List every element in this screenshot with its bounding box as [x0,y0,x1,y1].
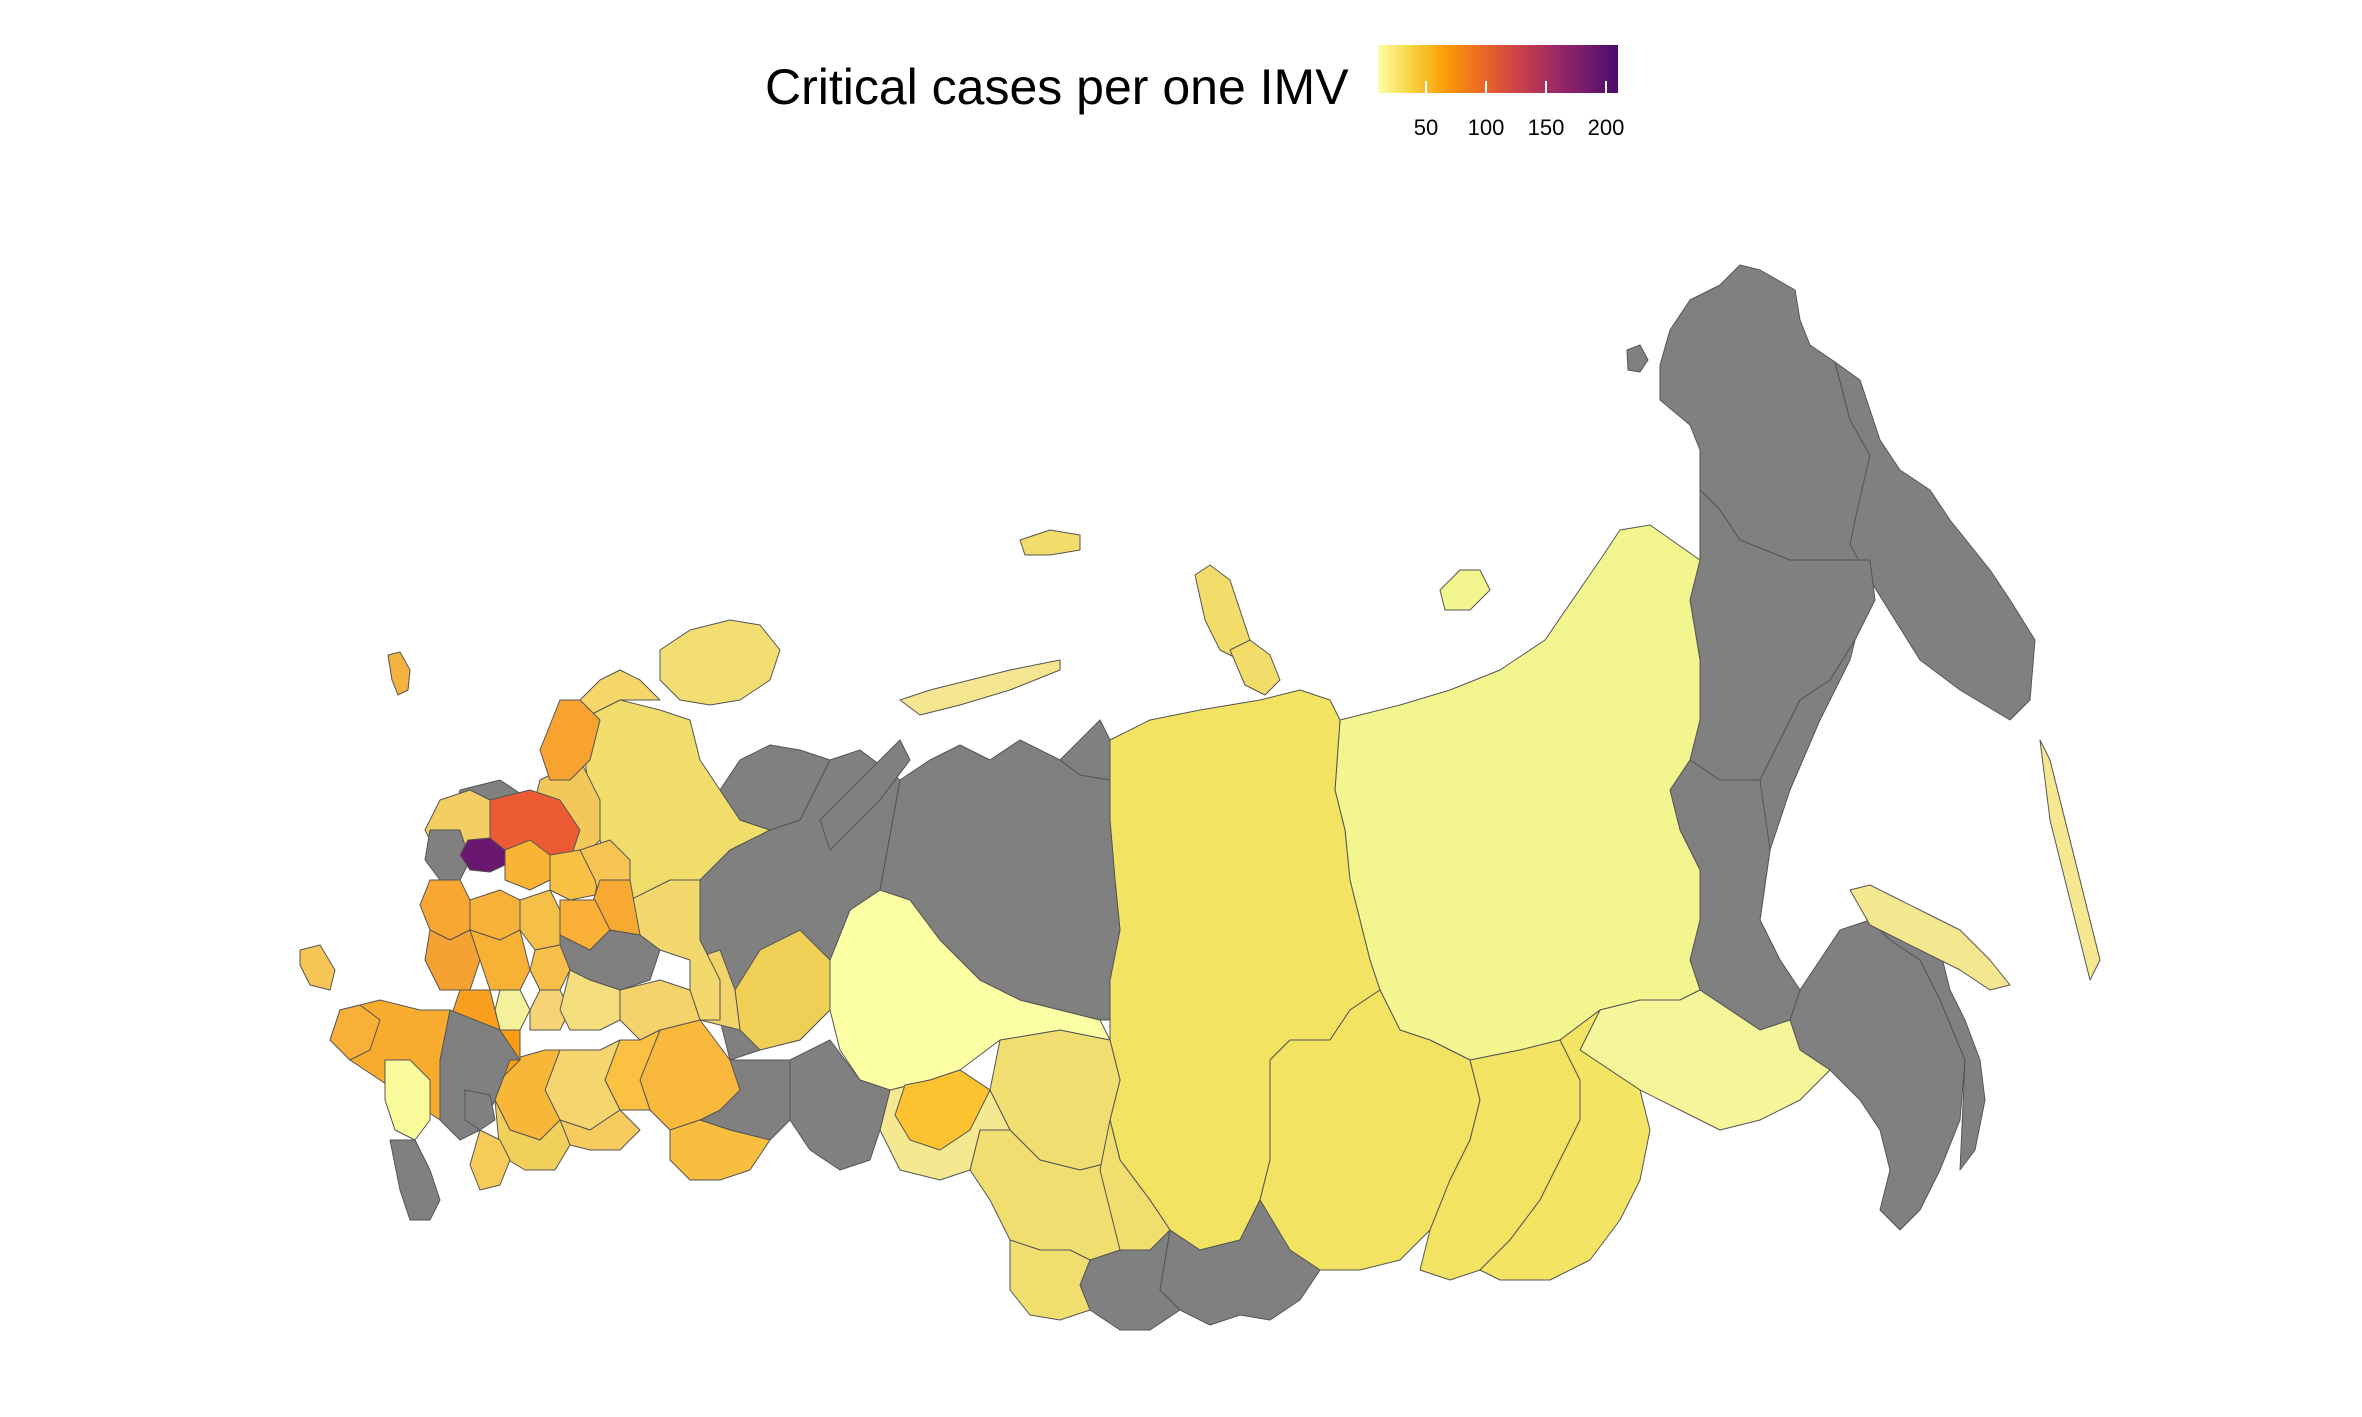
region-kamchatka-north [1834,361,2036,721]
region-orenburg [669,1119,771,1181]
legend-tick-mark-200 [1605,81,1607,93]
region-novaya-zemlya [819,739,911,851]
legend-tick-label-50: 50 [1413,115,1439,140]
region-sverdlovsk [789,1039,891,1171]
region-yamalo-nenets [879,739,1121,1021]
region-novaya-zemlya-south [899,659,1061,716]
legend-tick-label-150: 150 [1527,115,1565,140]
region-kuril-islands [2039,739,2101,981]
region-yakutia [1334,524,1701,1061]
region-dagestan [469,1129,511,1191]
region-nenets [719,744,831,831]
map-title: Critical cases per one IMV [765,59,1349,115]
region-chechnya [464,1089,496,1131]
region-sakhalin [1849,884,2011,991]
region-astrakhan [559,1109,641,1151]
region-wrangel [1626,344,1649,373]
region-taymyr-islands [1229,639,1281,696]
region-stavropol [384,1059,431,1141]
region-kaliningrad [387,651,411,696]
region-smolensk [419,879,471,941]
color-legend: 50 100 150 200 [1378,45,1624,155]
region-new-siberian-islands [1439,569,1491,611]
region-bryansk [424,929,481,991]
legend-tick-mark-100 [1485,81,1487,93]
region-lipetsk [494,989,531,1031]
region-tula [519,889,561,951]
region-franz-josef [1019,529,1081,556]
region-tatarstan [619,979,701,1041]
region-penza [559,969,621,1031]
region-adygea-krasnodar-west [329,1004,381,1061]
region-crimea [299,944,336,991]
legend-tick-label-200: 200 [1587,115,1625,140]
region-yamal-peninsula [1059,719,1111,781]
region-tambov [529,989,571,1031]
legend-colorbar [1378,45,1618,93]
legend-tick-mark-50 [1425,81,1427,93]
legend-tick-label-100: 100 [1467,115,1505,140]
region-kurgan [894,1069,991,1151]
region-murmansk [659,619,781,706]
region-moscow-city [459,837,506,873]
region-kemerovo [1099,1119,1171,1251]
region-altai-krai [1009,1239,1091,1321]
region-zabaykalsky [1479,1009,1651,1281]
legend-tick-mark-150 [1545,81,1547,93]
region-pskov-tver [539,699,601,781]
region-orel-kursk [469,929,531,991]
region-north-caucasus [389,1139,441,1221]
